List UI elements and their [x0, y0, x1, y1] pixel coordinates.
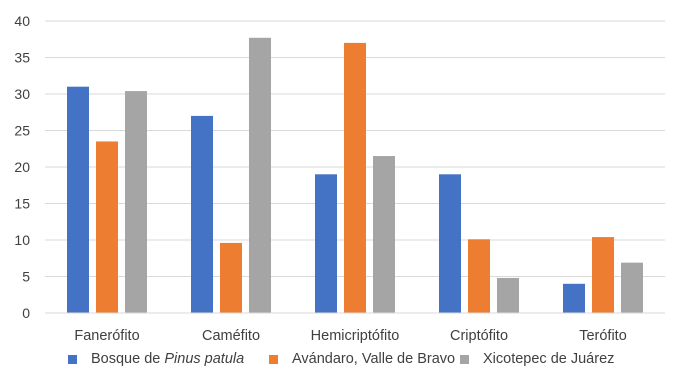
bar-series-3-fanerófito	[125, 91, 147, 313]
legend-label-series-2: Avándaro, Valle de Bravo	[292, 351, 456, 367]
category-label: Caméfito	[202, 328, 260, 344]
y-tick-label: 10	[14, 232, 30, 248]
bar-series-2-fanerófito	[96, 141, 118, 313]
legend-item-series-1: Bosque de Pinus patula	[68, 351, 244, 367]
y-tick-label: 5	[22, 269, 30, 285]
y-tick-label: 15	[14, 196, 30, 212]
legend-item-series-2: Avándaro, Valle de Bravo	[269, 351, 455, 367]
category-label: Criptófito	[450, 328, 508, 344]
y-axis-ticks: 0 5 10 15 20 25 30 35 40	[14, 13, 30, 321]
category-labels: Fanerófito Caméfito Hemicriptófito Criptófi…	[74, 328, 626, 344]
bar-series-2-terófito	[592, 237, 614, 313]
y-tick-label: 0	[22, 305, 30, 321]
bar-series-2-caméfito	[220, 242, 242, 313]
y-tick-label: 20	[14, 159, 30, 175]
y-tick-label: 30	[14, 86, 30, 102]
bar-series-3-hemicriptófito	[373, 156, 395, 313]
category-label: Hemicriptófito	[311, 328, 400, 344]
y-tick-label: 25	[14, 123, 30, 139]
bar-series-1-hemicriptófito	[315, 174, 337, 313]
legend-label-series-3: Xicotepec de Juárez	[483, 351, 615, 367]
category-label: Terófito	[579, 328, 627, 344]
y-tick-label: 40	[14, 13, 30, 29]
bar-series-1-fanerófito	[67, 86, 89, 313]
legend-label-series-1: Bosque de Pinus patula	[91, 351, 245, 367]
bar-series-2-criptófito	[468, 239, 490, 313]
bar-series-1-criptófito	[439, 174, 461, 313]
bar-series-3-caméfito	[249, 37, 271, 313]
bar-series-3-terófito	[621, 262, 643, 313]
category-label: Fanerófito	[74, 328, 139, 344]
legend-swatch-series-3	[460, 354, 469, 364]
bars	[67, 37, 643, 314]
legend-swatch-series-2	[269, 354, 278, 364]
bar-series-3-criptófito	[497, 277, 519, 313]
bar-series-2-hemicriptófito	[344, 42, 366, 314]
y-tick-label: 35	[14, 50, 30, 66]
legend-swatch-series-1	[68, 354, 77, 364]
legend-item-series-3: Xicotepec de Juárez	[460, 351, 614, 367]
bar-series-1-caméfito	[191, 115, 213, 314]
bar-series-1-terófito	[563, 283, 585, 313]
